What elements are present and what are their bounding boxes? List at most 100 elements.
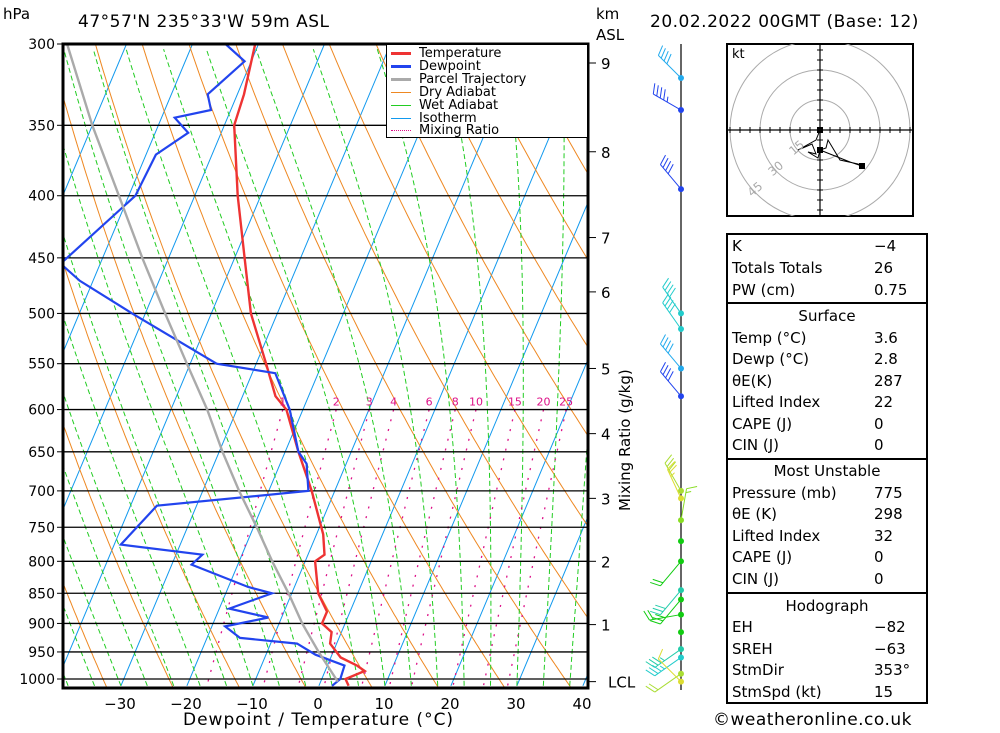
wind-barb bbox=[667, 461, 684, 502]
wind-barb-half-feather bbox=[670, 472, 675, 477]
wind-barb-feather bbox=[667, 164, 674, 175]
wind-barb-feather bbox=[665, 368, 672, 379]
height-tick-label: 5 bbox=[601, 360, 611, 378]
index-value: 32 bbox=[874, 527, 894, 545]
asl-unit-label: ASL bbox=[596, 26, 625, 44]
mu-row: Pressure (mb) 775 bbox=[732, 483, 922, 504]
hodograph-unit-label: kt bbox=[732, 47, 745, 62]
mu-row: θE (K) 298 bbox=[732, 504, 922, 525]
wind-barb-feather bbox=[666, 457, 675, 467]
legend-item: Wet Adiabat bbox=[391, 99, 498, 112]
index-value: 353° bbox=[874, 661, 911, 679]
wind-barb-feather bbox=[662, 337, 669, 348]
dry-adiabat-line bbox=[63, 260, 240, 688]
mixing-ratio-label: 15 bbox=[508, 396, 522, 409]
legend-swatch bbox=[391, 52, 411, 55]
wind-barb-shaft bbox=[660, 560, 682, 587]
pressure-tick-label: 400 bbox=[28, 189, 55, 205]
legend-label: Wet Adiabat bbox=[419, 97, 499, 113]
wind-barb bbox=[678, 629, 684, 636]
surface-row: Dewp (°C) 2.8 bbox=[732, 349, 922, 370]
x-tick-label: −10 bbox=[236, 695, 268, 713]
wind-barb bbox=[657, 648, 684, 685]
legend-item: Temperature bbox=[391, 47, 501, 60]
wind-barb-feather bbox=[650, 610, 661, 616]
wet-adiabat-line bbox=[63, 143, 254, 686]
isotherm-line bbox=[252, 44, 523, 686]
wind-barb-feather bbox=[662, 277, 669, 288]
legend-swatch bbox=[391, 117, 411, 119]
legend-item: Dewpoint bbox=[391, 60, 481, 73]
wind-barb bbox=[659, 154, 684, 193]
pressure-tick-label: 800 bbox=[28, 554, 55, 570]
hodograph-marker bbox=[859, 163, 865, 169]
wind-barb-feather bbox=[645, 685, 656, 693]
wind-barb-feather bbox=[659, 154, 666, 165]
mixing-ratio-label: 20 bbox=[536, 396, 550, 409]
pressure-tick-label: 700 bbox=[28, 484, 55, 500]
wind-barb-shaft bbox=[654, 673, 682, 693]
wind-barb-feather bbox=[652, 664, 662, 672]
wind-barb-half-feather bbox=[659, 665, 665, 670]
wind-barb-feather bbox=[665, 340, 672, 351]
x-tick-label: 0 bbox=[313, 695, 323, 713]
index-value: 15 bbox=[874, 683, 894, 701]
legend-label: Mixing Ratio bbox=[419, 123, 500, 139]
pressure-tick-label: 550 bbox=[28, 357, 55, 373]
wet-adiabat-line bbox=[63, 464, 148, 686]
hodograph-marker bbox=[817, 147, 823, 153]
wind-barb bbox=[650, 558, 684, 587]
surface-row: CAPE (J) 0 bbox=[732, 414, 922, 435]
index-label: StmDir bbox=[732, 661, 784, 679]
most-unstable-header: Most Unstable bbox=[732, 461, 922, 482]
divider bbox=[728, 458, 926, 460]
mixing-ratio-line bbox=[506, 409, 567, 686]
wet-adiabat-line bbox=[376, 49, 465, 686]
wind-barb-feather bbox=[668, 461, 677, 471]
wind-barb-feather bbox=[669, 303, 676, 313]
pressure-tick-label: 450 bbox=[28, 251, 55, 267]
wind-barb-shaft bbox=[653, 93, 682, 111]
section-title: Surface bbox=[798, 307, 856, 325]
wind-barb bbox=[645, 654, 684, 677]
index-row-totals: Totals Totals 26 bbox=[732, 258, 922, 279]
wind-barb bbox=[643, 610, 684, 621]
wind-barb-feather bbox=[647, 610, 654, 620]
x-tick-label: 40 bbox=[572, 695, 591, 713]
copyright-link[interactable]: ©weatheronline.co.uk bbox=[713, 710, 913, 730]
isotherm-line bbox=[318, 44, 588, 686]
height-tick-label: 1 bbox=[601, 617, 611, 635]
legend-swatch bbox=[391, 130, 411, 132]
isotherm-line bbox=[120, 44, 391, 686]
wind-barb-feather bbox=[662, 293, 669, 304]
pressure-unit-label: hPa bbox=[3, 5, 31, 23]
wind-barb-feather bbox=[643, 610, 650, 621]
isotherm-line bbox=[63, 44, 259, 511]
wind-barb bbox=[662, 277, 684, 317]
wet-adiabat-line bbox=[542, 49, 565, 686]
wind-barb-feather bbox=[664, 281, 672, 291]
wet-adiabat-line bbox=[205, 49, 386, 686]
mixing-ratio-axis-label: Mixing Ratio (g/kg) bbox=[616, 369, 634, 511]
index-label: CIN (J) bbox=[732, 570, 780, 588]
mixing-ratio-label: 2 bbox=[333, 396, 340, 409]
mixing-ratio-label: 8 bbox=[452, 396, 459, 409]
wind-barb bbox=[659, 361, 684, 400]
wind-barb-feather bbox=[663, 89, 666, 101]
surface-header: Surface bbox=[732, 306, 922, 327]
index-value: 0 bbox=[874, 570, 884, 588]
hodo-row: StmSpd (kt) 15 bbox=[732, 682, 922, 703]
mixing-ratio-line bbox=[297, 409, 370, 686]
x-tick-label: 10 bbox=[374, 695, 393, 713]
wind-barb-feather bbox=[663, 50, 669, 62]
plot-border bbox=[61, 42, 590, 690]
index-value: 775 bbox=[874, 484, 903, 502]
wind-barb-shaft bbox=[667, 469, 682, 499]
legend-swatch bbox=[391, 91, 411, 93]
mixing-ratio-line bbox=[411, 409, 477, 686]
wind-barb-feather bbox=[655, 604, 666, 610]
index-label: Lifted Index bbox=[732, 527, 821, 545]
index-label: K bbox=[732, 237, 742, 255]
